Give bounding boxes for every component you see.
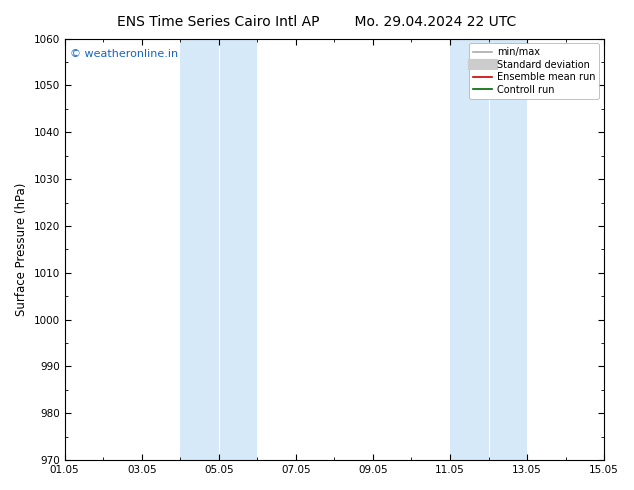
Text: © weatheronline.in: © weatheronline.in (70, 49, 178, 59)
Text: ENS Time Series Cairo Intl AP        Mo. 29.04.2024 22 UTC: ENS Time Series Cairo Intl AP Mo. 29.04.… (117, 15, 517, 29)
Bar (450, 39, 489, 460)
Legend: min/max, Standard deviation, Ensemble mean run, Controll run: min/max, Standard deviation, Ensemble me… (469, 44, 599, 98)
Y-axis label: Surface Pressure (hPa): Surface Pressure (hPa) (15, 183, 28, 316)
Bar (489, 39, 527, 460)
Bar (180, 39, 219, 460)
Bar (219, 39, 257, 460)
